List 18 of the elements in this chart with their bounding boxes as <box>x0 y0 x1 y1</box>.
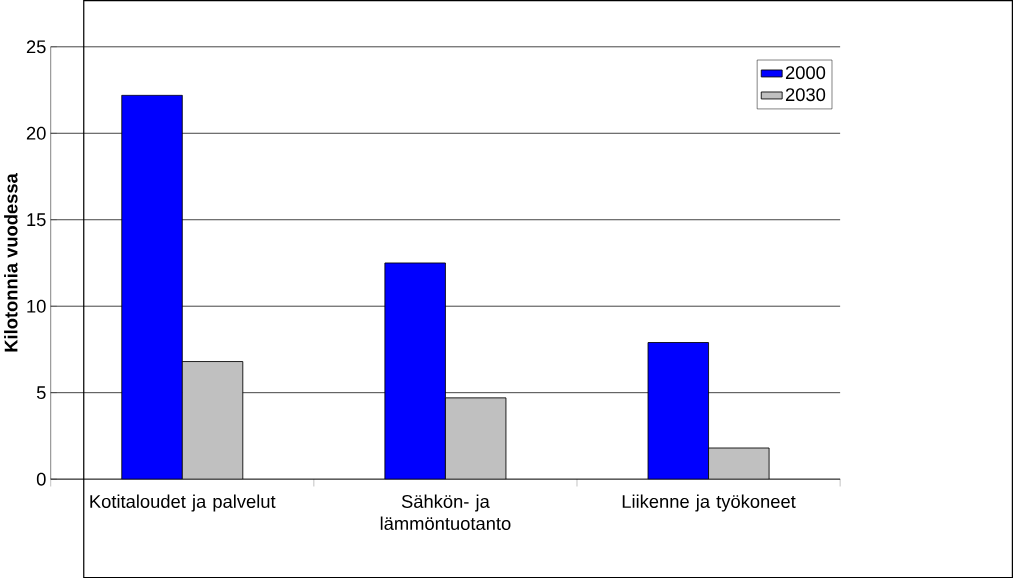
x-tick-label: Liikenne ja työkoneet <box>622 494 796 512</box>
y-tick-label: 25 <box>26 40 46 54</box>
bar <box>121 94 183 479</box>
y-tick-label: 0 <box>36 472 46 486</box>
y-tick-label: 10 <box>27 299 46 313</box>
y-tick-label: 20 <box>26 126 46 140</box>
x-tick-label: Sähkön- ja lämmöntuotanto <box>380 494 511 530</box>
y-tick-label: 15 <box>27 213 46 226</box>
bar <box>384 262 446 479</box>
x-tick-label: Kotitaloudet ja palvelut <box>90 494 276 512</box>
bar <box>181 360 244 479</box>
bar <box>708 447 770 479</box>
bar <box>647 341 709 479</box>
y-tick-label: 5 <box>36 386 46 399</box>
bar <box>444 397 507 479</box>
y-axis-title: Kilotonnia vuodessa <box>4 172 18 352</box>
legend-label: 2030 <box>785 87 826 101</box>
legend-label: 2000 <box>785 65 826 79</box>
